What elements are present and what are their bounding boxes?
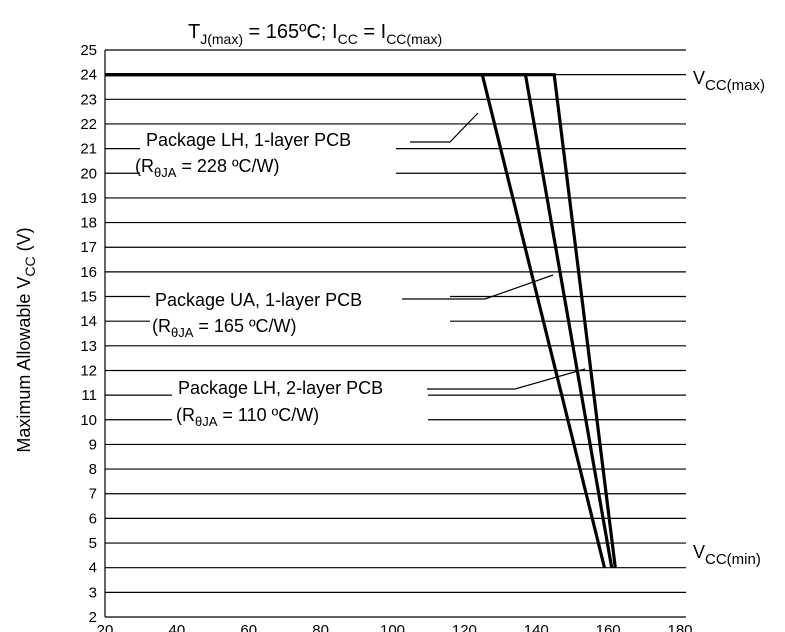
leader-lh2 bbox=[427, 368, 586, 390]
x-tick-180: 180 bbox=[667, 622, 692, 632]
label-lh2-title: Package LH, 2-layer PCB bbox=[178, 378, 383, 398]
x-tick-120: 120 bbox=[452, 622, 477, 632]
y-tick-22: 22 bbox=[80, 116, 97, 133]
x-tick-labels: 20 40 60 80 100 120 140 160 180 bbox=[97, 622, 693, 632]
label-lh1-title: Package LH, 1-layer PCB bbox=[146, 130, 351, 150]
series-curves bbox=[105, 73, 617, 569]
label-lh2-resistance: (RθJA = 110 ºC/W) bbox=[176, 405, 319, 429]
chart-title: TJ(max) = 165ºC; ICC = ICC(max) bbox=[188, 21, 442, 47]
leader-ua1 bbox=[402, 274, 554, 300]
y-tick-25: 25 bbox=[80, 42, 97, 59]
y-tick-15: 15 bbox=[80, 289, 97, 306]
y-tick-10: 10 bbox=[80, 412, 97, 429]
y-tick-20: 20 bbox=[80, 165, 97, 182]
y-tick-6: 6 bbox=[89, 510, 97, 527]
label-ua1-resistance: (RθJA = 165 ºC/W) bbox=[152, 316, 297, 340]
y-tick-17: 17 bbox=[80, 239, 97, 256]
y-tick-24: 24 bbox=[80, 67, 97, 84]
y-axis-label: Maximum Allowable VCC (V) bbox=[14, 227, 38, 452]
label-lh1-resistance: (RθJA = 228 ºC/W) bbox=[135, 156, 280, 180]
y-tick-23: 23 bbox=[80, 91, 97, 108]
y-tick-13: 13 bbox=[80, 338, 97, 355]
label-ua1-title: Package UA, 1-layer PCB bbox=[155, 290, 362, 310]
leader-lh1 bbox=[410, 112, 479, 143]
y-tick-4: 4 bbox=[89, 560, 97, 577]
x-tick-160: 160 bbox=[596, 622, 621, 632]
series-line-lh2 bbox=[105, 73, 617, 568]
x-tick-100: 100 bbox=[380, 622, 405, 632]
y-tick-14: 14 bbox=[80, 313, 97, 330]
x-tick-140: 140 bbox=[524, 622, 549, 632]
vcc-max-label: VCC(max) bbox=[693, 68, 765, 94]
annotations: Package LH, 1-layer PCB (RθJA = 228 ºC/W… bbox=[135, 112, 586, 429]
x-tick-60: 60 bbox=[240, 622, 257, 632]
y-tick-18: 18 bbox=[80, 215, 97, 232]
y-tick-8: 8 bbox=[89, 461, 97, 478]
x-tick-80: 80 bbox=[312, 622, 329, 632]
vcc-min-label: VCC(min) bbox=[693, 542, 761, 568]
x-tick-20: 20 bbox=[97, 622, 114, 632]
y-tick-19: 19 bbox=[80, 190, 97, 207]
y-tick-5: 5 bbox=[89, 535, 97, 552]
y-tick-9: 9 bbox=[89, 436, 97, 453]
y-tick-11: 11 bbox=[81, 387, 97, 404]
y-tick-21: 21 bbox=[80, 141, 97, 158]
y-tick-2: 2 bbox=[89, 609, 97, 626]
y-tick-3: 3 bbox=[89, 584, 97, 601]
x-tick-40: 40 bbox=[169, 622, 186, 632]
y-tick-16: 16 bbox=[80, 264, 97, 281]
y-tick-7: 7 bbox=[89, 486, 97, 503]
y-tick-12: 12 bbox=[80, 362, 97, 379]
